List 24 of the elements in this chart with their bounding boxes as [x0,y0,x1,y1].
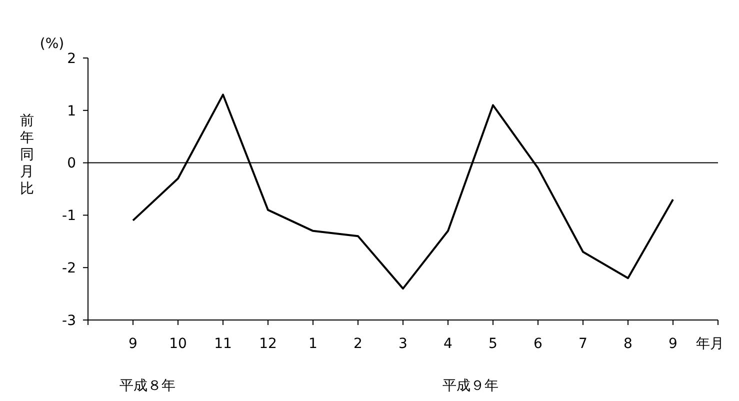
x-tick-label: 5 [488,336,498,352]
x-tick-label: 1 [308,336,318,352]
y-tick-label: 1 [67,103,76,120]
y-tick-label: 2 [67,50,76,67]
x-tick-label: 9 [128,336,138,352]
text: 平成９年 [442,378,498,394]
x-tick-label: 4 [444,336,453,352]
text: (%) [40,36,64,52]
text: 平成８年 [120,378,176,394]
y-tick-label: -1 [62,208,76,224]
y-tick-label: -3 [62,312,76,329]
x-tick-label: 8 [624,336,632,352]
y-tick-label: 0 [67,156,76,172]
x-tick-label: 12 [259,336,277,352]
x-tick-label: 11 [214,336,232,352]
x-tick-label: 6 [534,336,543,352]
x-tick-label: 7 [578,336,588,352]
x-tick-label: 9 [668,336,678,352]
x-tick-label: 3 [398,336,408,352]
y-axis-title: 前年同月比 [20,113,34,197]
x-tick-label: 10 [169,336,187,352]
y-tick-label: -2 [62,260,76,276]
x-tick-label: 2 [354,336,362,352]
x-axis-title: 年月 [696,336,724,352]
